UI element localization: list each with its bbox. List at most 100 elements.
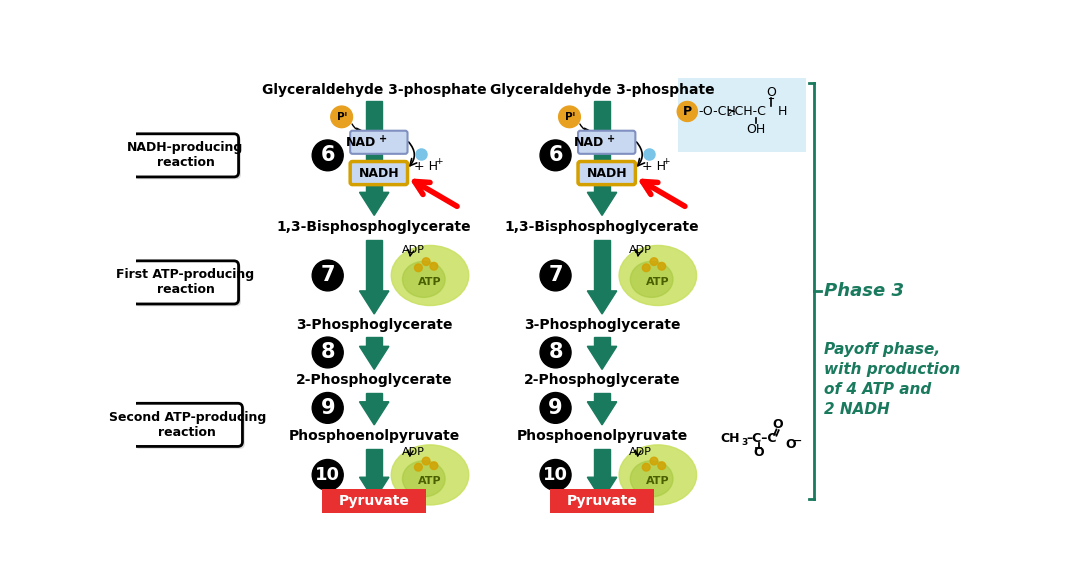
Circle shape [312, 337, 344, 368]
Polygon shape [588, 346, 617, 369]
Text: 6: 6 [321, 145, 335, 165]
FancyBboxPatch shape [322, 489, 426, 513]
FancyBboxPatch shape [350, 131, 408, 154]
FancyBboxPatch shape [134, 136, 241, 179]
Text: 3-Phosphoglycerate: 3-Phosphoglycerate [524, 318, 681, 332]
Circle shape [643, 264, 650, 272]
Text: 9: 9 [321, 398, 335, 418]
FancyBboxPatch shape [132, 261, 238, 304]
Circle shape [540, 337, 571, 368]
Circle shape [430, 462, 438, 469]
Text: OH: OH [746, 123, 765, 136]
Bar [366, 392, 382, 402]
Text: NADH: NADH [359, 166, 399, 180]
Text: Phase 3: Phase 3 [825, 282, 904, 300]
Circle shape [540, 140, 571, 170]
Text: Pᴵ: Pᴵ [337, 112, 347, 122]
Text: 8: 8 [549, 343, 563, 362]
Circle shape [658, 462, 666, 469]
Text: 3: 3 [741, 438, 748, 447]
Circle shape [414, 463, 423, 471]
Text: + H: + H [414, 160, 439, 173]
Circle shape [414, 264, 423, 272]
Text: Pyruvate: Pyruvate [567, 494, 637, 508]
Text: ATP: ATP [646, 476, 670, 486]
Bar [366, 337, 382, 346]
Text: +: + [607, 134, 615, 144]
Text: +: + [435, 157, 442, 166]
Text: + H: + H [643, 160, 667, 173]
Polygon shape [360, 192, 389, 215]
Ellipse shape [619, 445, 697, 505]
Polygon shape [360, 402, 389, 425]
Ellipse shape [630, 461, 673, 497]
Text: Phosphoenolpyruvate: Phosphoenolpyruvate [516, 429, 687, 443]
Text: Phosphoenolpyruvate: Phosphoenolpyruvate [288, 429, 460, 443]
Bar [594, 240, 610, 291]
FancyBboxPatch shape [578, 161, 635, 185]
Polygon shape [360, 478, 389, 501]
Text: 7: 7 [321, 266, 335, 286]
FancyBboxPatch shape [132, 134, 238, 177]
Text: –C–C: –C–C [746, 432, 777, 445]
Text: 8: 8 [321, 343, 335, 362]
Bar [366, 240, 382, 291]
Text: 2: 2 [726, 109, 732, 118]
Text: O: O [766, 86, 776, 98]
FancyBboxPatch shape [550, 489, 654, 513]
Text: +: + [378, 134, 387, 144]
Ellipse shape [619, 245, 697, 305]
Text: H: H [778, 105, 787, 118]
FancyBboxPatch shape [132, 403, 243, 446]
Text: Pᴵ: Pᴵ [565, 112, 575, 122]
Circle shape [658, 263, 666, 270]
Text: ADP: ADP [630, 447, 653, 457]
Text: 1,3-Bisphosphoglycerate: 1,3-Bisphosphoglycerate [276, 220, 472, 234]
Circle shape [650, 258, 658, 266]
Circle shape [678, 101, 697, 122]
Text: O: O [753, 446, 764, 459]
Circle shape [312, 392, 344, 423]
Text: 2-Phosphoglycerate: 2-Phosphoglycerate [524, 373, 681, 387]
FancyBboxPatch shape [134, 406, 245, 449]
Bar [594, 101, 610, 192]
Circle shape [312, 140, 344, 170]
FancyBboxPatch shape [578, 131, 635, 154]
Text: NAD: NAD [575, 136, 605, 149]
Bar [366, 449, 382, 478]
Circle shape [650, 457, 658, 465]
Text: P: P [683, 105, 692, 118]
Text: 1,3-Bisphosphoglycerate: 1,3-Bisphosphoglycerate [505, 220, 699, 234]
Text: ATP: ATP [646, 276, 670, 287]
Ellipse shape [402, 461, 446, 497]
Circle shape [430, 263, 438, 270]
Text: ADP: ADP [401, 447, 425, 457]
Text: -CH-C: -CH-C [731, 105, 766, 118]
Ellipse shape [402, 262, 446, 297]
Text: Pyruvate: Pyruvate [339, 494, 410, 508]
FancyBboxPatch shape [678, 78, 805, 151]
Circle shape [423, 258, 430, 266]
Polygon shape [360, 346, 389, 369]
Text: Second ATP-producing
reaction: Second ATP-producing reaction [108, 411, 266, 439]
Text: ADP: ADP [630, 245, 653, 255]
Text: ATP: ATP [418, 276, 442, 287]
Text: ADP: ADP [401, 245, 425, 255]
Circle shape [312, 260, 344, 291]
Polygon shape [588, 478, 617, 501]
Text: 7: 7 [549, 266, 563, 286]
Text: O: O [785, 438, 796, 452]
Text: NAD: NAD [346, 136, 376, 149]
Text: NADH: NADH [586, 166, 627, 180]
Text: 9: 9 [549, 398, 563, 418]
Bar [594, 337, 610, 346]
Ellipse shape [630, 262, 673, 297]
Ellipse shape [391, 245, 468, 305]
Text: Glyceraldehyde 3-phosphate: Glyceraldehyde 3-phosphate [262, 83, 487, 97]
Polygon shape [588, 192, 617, 215]
Text: -O-CH: -O-CH [698, 105, 736, 118]
Bar [366, 101, 382, 192]
Text: ATP: ATP [418, 476, 442, 486]
Text: 6: 6 [549, 145, 563, 165]
Circle shape [312, 460, 344, 490]
